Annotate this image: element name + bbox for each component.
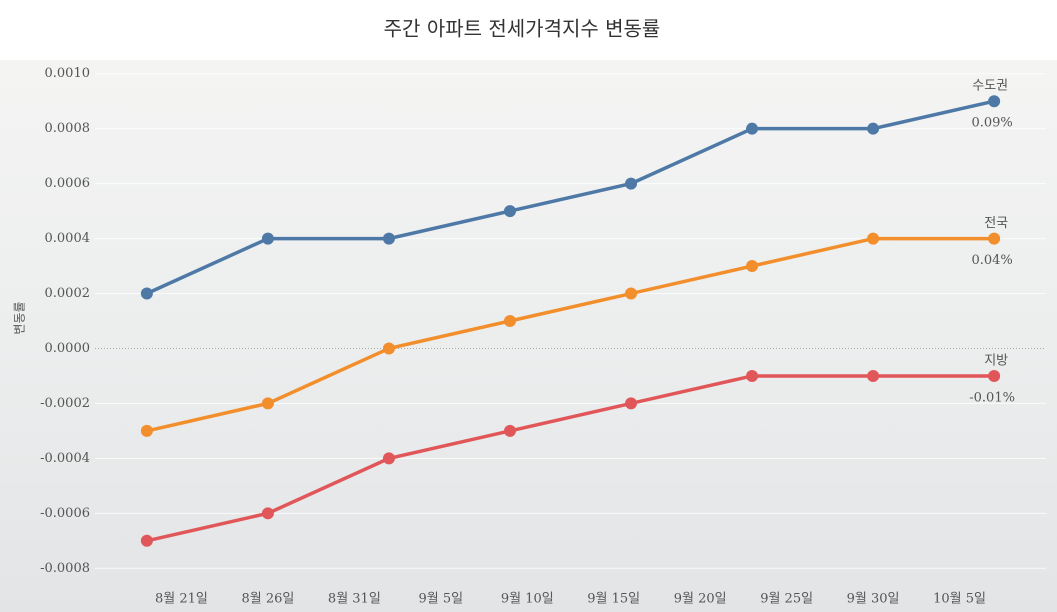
data-point <box>625 177 638 190</box>
data-point <box>625 287 638 300</box>
series-line <box>146 99 995 296</box>
data-point <box>261 397 274 410</box>
data-point <box>382 342 395 355</box>
y-tick-label: -0.0008 <box>40 561 90 576</box>
data-point <box>988 369 1001 382</box>
y-tick-label: 0.0000 <box>45 341 91 356</box>
y-tick-label: -0.0004 <box>40 451 90 466</box>
data-point <box>140 287 153 300</box>
x-tick-label: 9월 30일 <box>847 592 900 607</box>
data-point <box>988 232 1001 245</box>
data-point <box>746 260 759 273</box>
data-point <box>140 424 153 437</box>
series-label: 지방 <box>984 353 1008 368</box>
data-point <box>503 205 516 218</box>
data-point <box>503 315 516 327</box>
data-point <box>261 232 274 245</box>
data-label: -0.01% <box>969 390 1015 405</box>
data-point <box>746 122 759 135</box>
x-tick-label: 8월 31일 <box>328 592 381 607</box>
data-point <box>867 232 880 245</box>
y-axis-title: 변동률 <box>13 301 27 334</box>
x-tick-label: 9월 20일 <box>674 592 727 607</box>
series-line <box>146 236 995 433</box>
series-label: 전국 <box>984 216 1008 231</box>
series-line <box>146 374 995 543</box>
data-point <box>625 397 638 410</box>
data-label: 0.04% <box>971 253 1012 268</box>
data-label: 0.09% <box>971 116 1012 131</box>
x-tick-label: 8월 21일 <box>155 592 208 607</box>
series-label: 수도권 <box>972 79 1008 94</box>
data-point <box>382 232 395 245</box>
x-tick-label: 9월 25일 <box>760 592 813 607</box>
data-point <box>867 122 880 135</box>
data-point <box>140 534 153 547</box>
y-tick-label: 0.0004 <box>45 231 91 246</box>
data-point <box>867 369 880 382</box>
data-point <box>746 369 759 382</box>
y-tick-label: -0.0002 <box>40 396 90 411</box>
x-tick-label: 9월 5일 <box>419 592 464 607</box>
x-tick-label: 10월 5일 <box>933 592 986 607</box>
data-point <box>503 424 516 437</box>
y-tick-label: 0.0008 <box>45 121 91 136</box>
y-tick-label: 0.0006 <box>45 176 91 191</box>
y-tick-label: 0.0010 <box>45 66 91 81</box>
x-tick-label: 9월 10일 <box>501 592 554 607</box>
data-point <box>261 507 274 520</box>
data-point <box>382 452 395 465</box>
y-tick-label: 0.0002 <box>45 286 91 301</box>
plot-background <box>0 60 1057 612</box>
y-tick-label: -0.0006 <box>40 506 90 521</box>
data-point <box>988 95 1001 108</box>
x-tick-label: 9월 15일 <box>587 592 640 607</box>
chart-title: 주간 아파트 전세가격지수 변동률 <box>384 17 661 41</box>
x-tick-label: 8월 26일 <box>241 592 294 607</box>
